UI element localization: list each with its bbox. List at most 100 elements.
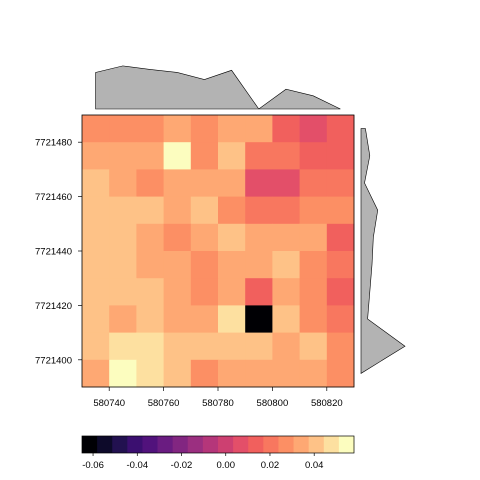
heatmap-cell (327, 251, 355, 279)
heatmap-cell (136, 360, 164, 388)
heatmap-cell (191, 278, 219, 306)
heatmap-cell (136, 305, 164, 333)
heatmap-cell (164, 278, 192, 306)
heatmap-cell (300, 278, 328, 306)
heatmap-cell (109, 142, 137, 170)
heatmap-cell (245, 115, 273, 143)
heatmap-cell (82, 251, 110, 279)
heatmap-cell (191, 333, 219, 361)
colorbar-swatch (324, 436, 340, 453)
x-tick-label: 580760 (148, 398, 180, 409)
heatmap-cell (109, 115, 137, 143)
heatmap-cell (245, 305, 273, 333)
heatmap-cell (327, 197, 355, 225)
y-tick-label: 7721480 (35, 138, 72, 149)
heatmap-cell (245, 251, 273, 279)
heatmap-cell (272, 169, 300, 197)
colorbar-tick-label: -0.04 (126, 460, 148, 471)
colorbar (82, 436, 354, 453)
colorbar-swatch (188, 436, 204, 453)
y-tick-label: 7721400 (35, 355, 72, 366)
colorbar-swatch (142, 436, 158, 453)
heatmap-cell (218, 333, 246, 361)
heatmap-cell (191, 169, 219, 197)
x-tick-label: 580820 (311, 398, 343, 409)
heatmap-cells (82, 115, 354, 387)
heatmap-cell (327, 224, 355, 252)
heatmap-cell (245, 278, 273, 306)
heatmap-cell (272, 278, 300, 306)
heatmap-cell (82, 169, 110, 197)
colorbar-tick-label: -0.02 (171, 460, 193, 471)
heatmap-cell (300, 333, 328, 361)
y-tick-label: 7721420 (35, 301, 72, 312)
heatmap-cell (109, 224, 137, 252)
heatmap-cell (82, 305, 110, 333)
colorbar-swatch (294, 436, 310, 453)
colorbar-swatch (158, 436, 174, 453)
heatmap-cell (164, 224, 192, 252)
colorbar-swatch (173, 436, 189, 453)
x-tick-label: 580740 (93, 398, 125, 409)
heatmap-cell (109, 278, 137, 306)
heatmap-cell (164, 305, 192, 333)
heatmap-cell (272, 305, 300, 333)
heatmap-cell (191, 142, 219, 170)
heatmap-cell (272, 360, 300, 388)
colorbar-swatch (309, 436, 325, 453)
y-axis: 7721400 7721420 7721440 7721460 7721480 (35, 138, 82, 367)
heatmap-cell (191, 360, 219, 388)
colorbar-swatch (82, 436, 98, 453)
heatmap-cell (327, 169, 355, 197)
heatmap-cell (136, 115, 164, 143)
heatmap-cell (164, 169, 192, 197)
colorbar-tick-label: 0.00 (216, 460, 235, 471)
heatmap-cell (327, 115, 355, 143)
y-tick-label: 7721440 (35, 247, 72, 258)
heatmap-cell (164, 115, 192, 143)
heatmap-cell (136, 333, 164, 361)
x-tick-label: 580800 (257, 398, 289, 409)
heatmap-cell (218, 360, 246, 388)
heatmap-cell (136, 169, 164, 197)
heatmap-cell (136, 142, 164, 170)
colorbar-swatch (112, 436, 128, 453)
x-axis: 580740 580760 580780 580800 580820 (93, 387, 342, 409)
heatmap-cell (191, 251, 219, 279)
heatmap-cell (136, 278, 164, 306)
heatmap-cell (136, 224, 164, 252)
heatmap-cell (109, 305, 137, 333)
heatmap-cell (218, 197, 246, 225)
heatmap-cell (82, 115, 110, 143)
heatmap-cell (164, 142, 192, 170)
heatmap-cell (300, 360, 328, 388)
heatmap-cell (245, 333, 273, 361)
heatmap-cell (245, 360, 273, 388)
heatmap-cell (272, 142, 300, 170)
heatmap-cell (327, 278, 355, 306)
colorbar-tick-label: 0.02 (261, 460, 280, 471)
heatmap-cell (82, 333, 110, 361)
heatmap-cell (164, 360, 192, 388)
colorbar-swatch (248, 436, 264, 453)
colorbar-swatch (278, 436, 294, 453)
heatmap-cell (82, 360, 110, 388)
heatmap-cell (109, 197, 137, 225)
colorbar-axis: -0.06 -0.04 -0.02 0.00 0.02 0.04 (82, 453, 323, 471)
heatmap-cell (272, 333, 300, 361)
heatmap-cell (164, 251, 192, 279)
heatmap-cell (218, 169, 246, 197)
colorbar-swatch (97, 436, 113, 453)
right-marginal-density (361, 129, 405, 374)
heatmap-cell (109, 169, 137, 197)
heatmap-cell (191, 115, 219, 143)
heatmap-cell (82, 278, 110, 306)
y-tick-label: 7721460 (35, 192, 72, 203)
heatmap-cell (245, 169, 273, 197)
heatmap-cell (300, 115, 328, 143)
heatmap-cell (300, 142, 328, 170)
heatmap-cell (300, 224, 328, 252)
heatmap-cell (245, 224, 273, 252)
heatmap-cell (327, 142, 355, 170)
